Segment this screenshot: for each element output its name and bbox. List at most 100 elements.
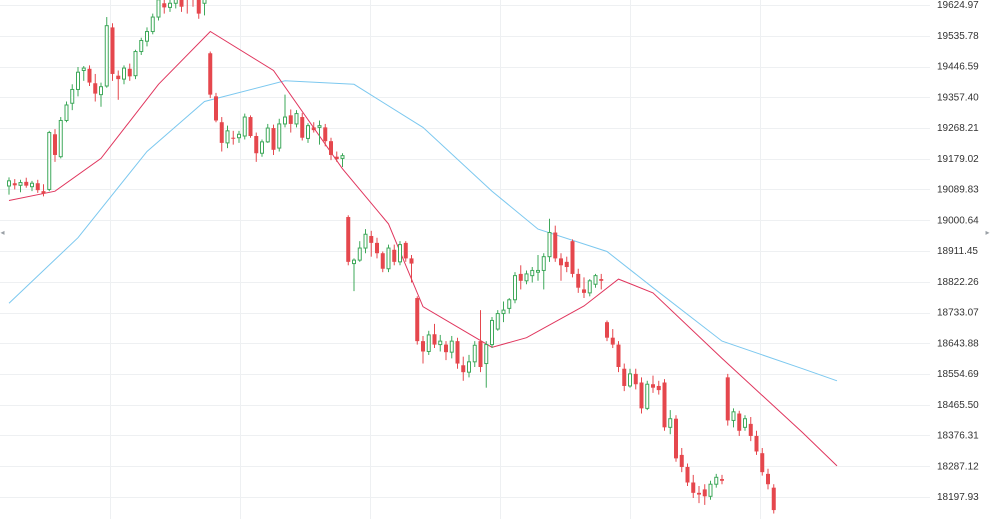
candle-down (610, 329, 615, 349)
candle-down (196, 0, 201, 19)
candle-body (633, 373, 638, 385)
candle-up (122, 65, 126, 85)
candle-body (714, 476, 719, 485)
candle-down (737, 410, 742, 436)
y-tick-label: 19268.21 (937, 123, 979, 134)
long-moving-average-line (8, 80, 838, 382)
y-tick-label: 18643.88 (937, 338, 979, 349)
y-tick-label: 18287.12 (937, 461, 979, 472)
candle-body (484, 344, 489, 365)
candle-body (536, 269, 540, 273)
candle-body (277, 123, 282, 149)
candle-down (375, 237, 379, 259)
candle-body (720, 479, 724, 481)
candle-down (679, 448, 684, 473)
candle-body (771, 487, 776, 511)
candle-body (265, 127, 270, 143)
y-tick-label: 18465.50 (937, 400, 979, 411)
scroll-right-icon[interactable]: ▸ (985, 228, 990, 237)
candle-down (564, 256, 569, 273)
candle-body (122, 67, 126, 80)
candle-body (541, 256, 546, 271)
candle-body (461, 365, 466, 373)
candle-up (426, 330, 431, 355)
candle-body (691, 482, 696, 493)
candle-body (392, 249, 397, 262)
candle-up (484, 341, 489, 388)
candle-body (300, 117, 305, 138)
y-tick-label: 19357.40 (937, 92, 979, 103)
candle-up (104, 17, 109, 88)
candle-down (754, 430, 759, 455)
candle-body (380, 253, 385, 269)
candle-up (7, 177, 11, 195)
y-tick-label: 18554.69 (937, 369, 979, 380)
candle-down (599, 273, 604, 290)
candle-body (766, 473, 770, 485)
candle-body (616, 344, 621, 367)
candle-up (495, 310, 500, 331)
candle-up (150, 13, 155, 35)
candle-body (162, 3, 167, 8)
candle-up (593, 273, 598, 288)
candle-body (553, 232, 558, 259)
candle-body (53, 134, 57, 155)
candle-body (93, 83, 98, 94)
candle-body (444, 344, 448, 353)
candle-body (81, 67, 86, 71)
candle-body (639, 382, 644, 409)
candle-down (748, 416, 753, 442)
candle-down (518, 265, 523, 290)
candle-down (208, 51, 213, 99)
candle-body (47, 132, 52, 190)
candle-up (156, 0, 161, 21)
candle-up (173, 0, 178, 9)
candle-up (524, 270, 529, 285)
candle-up (363, 229, 368, 254)
candle-body (18, 182, 23, 186)
candle-body (196, 0, 201, 14)
candle-up (76, 67, 80, 97)
candle-up (47, 130, 52, 192)
y-tick-label: 18197.93 (937, 492, 979, 503)
candle-up (133, 49, 138, 80)
candle-body (288, 115, 293, 124)
candle-body (306, 125, 310, 139)
candle-body (685, 466, 690, 483)
candle-body (242, 116, 247, 137)
candle-body (386, 247, 391, 270)
candle-up (628, 368, 632, 388)
candle-body (628, 373, 632, 387)
candle-down (334, 151, 339, 162)
candle-down (110, 23, 115, 81)
candle-down (651, 375, 655, 393)
candle-up (357, 241, 362, 262)
candle-up (225, 125, 230, 149)
candle-body (455, 341, 460, 364)
candle-body (340, 155, 345, 159)
scroll-left-icon[interactable]: ◂ (0, 228, 5, 237)
candle-body (760, 453, 765, 473)
candle-body (513, 275, 517, 301)
candle-body (70, 88, 75, 104)
candle-down (380, 251, 385, 273)
candle-body (702, 489, 707, 497)
candle-body (225, 130, 230, 144)
candle-body (139, 40, 144, 53)
candle-down (702, 484, 707, 505)
candle-body (507, 299, 512, 309)
candle-down (300, 112, 305, 141)
candle-down (12, 179, 17, 190)
candle-down (329, 137, 333, 161)
candle-body (564, 261, 569, 268)
candle-body (311, 127, 316, 131)
candle-down (369, 230, 374, 257)
candle-down (576, 268, 581, 293)
candle-up (294, 110, 299, 128)
candle-up (242, 113, 247, 140)
price-axis: 19624.97 19535.78 19446.59 19357.40 19268.21… (937, 0, 979, 503)
candle-up (668, 410, 673, 435)
candle-up (277, 118, 282, 152)
candle-body (260, 141, 264, 154)
